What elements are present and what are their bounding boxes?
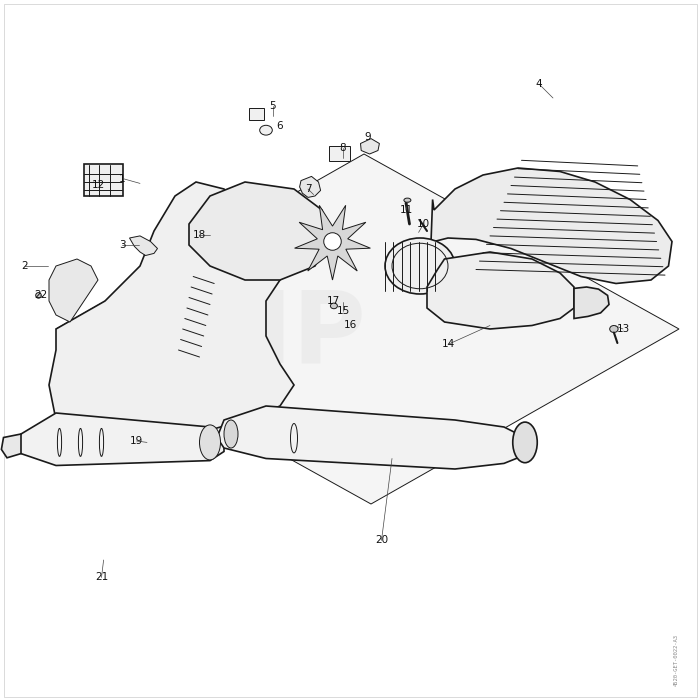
Text: 6: 6 [276,121,284,131]
Ellipse shape [224,420,238,448]
Text: 3: 3 [119,240,126,250]
Text: 18: 18 [193,230,206,239]
Text: 15: 15 [337,306,349,316]
Polygon shape [295,205,370,280]
Text: OHP: OHP [124,288,366,384]
Polygon shape [427,252,574,329]
Text: 9: 9 [364,132,371,141]
Text: 8: 8 [340,144,346,153]
Text: 11: 11 [400,205,412,215]
Text: 20: 20 [375,536,388,545]
Text: 17: 17 [328,296,340,306]
Bar [248,108,264,120]
Polygon shape [189,182,329,280]
Ellipse shape [199,425,220,460]
Text: 16: 16 [344,320,356,330]
Bar [329,146,350,161]
Text: 4520-GET-0022-A3: 4520-GET-0022-A3 [674,634,679,686]
Text: 19: 19 [130,436,143,446]
Ellipse shape [260,125,272,135]
Text: 14: 14 [442,340,454,349]
Polygon shape [49,182,301,441]
Text: 5: 5 [270,102,276,111]
Polygon shape [14,413,224,466]
Bar [84,164,122,196]
Polygon shape [430,168,672,284]
Ellipse shape [385,238,455,294]
Ellipse shape [323,232,342,251]
Polygon shape [300,176,321,197]
Polygon shape [49,259,98,322]
Text: 1: 1 [119,174,126,183]
Text: 13: 13 [617,324,629,334]
Text: 12: 12 [92,181,104,190]
Text: 21: 21 [95,573,108,582]
Text: 22: 22 [34,290,47,300]
Polygon shape [574,287,609,318]
Ellipse shape [512,422,538,463]
Polygon shape [360,139,379,154]
Text: 2: 2 [21,261,28,271]
Polygon shape [130,236,158,256]
Text: 7: 7 [304,184,312,194]
Ellipse shape [36,293,41,298]
Ellipse shape [404,198,411,202]
Text: 4: 4 [536,79,542,89]
Text: 10: 10 [417,219,430,229]
Ellipse shape [610,326,618,332]
Polygon shape [217,406,525,469]
Polygon shape [1,434,21,458]
Polygon shape [56,154,679,504]
Ellipse shape [330,303,337,309]
